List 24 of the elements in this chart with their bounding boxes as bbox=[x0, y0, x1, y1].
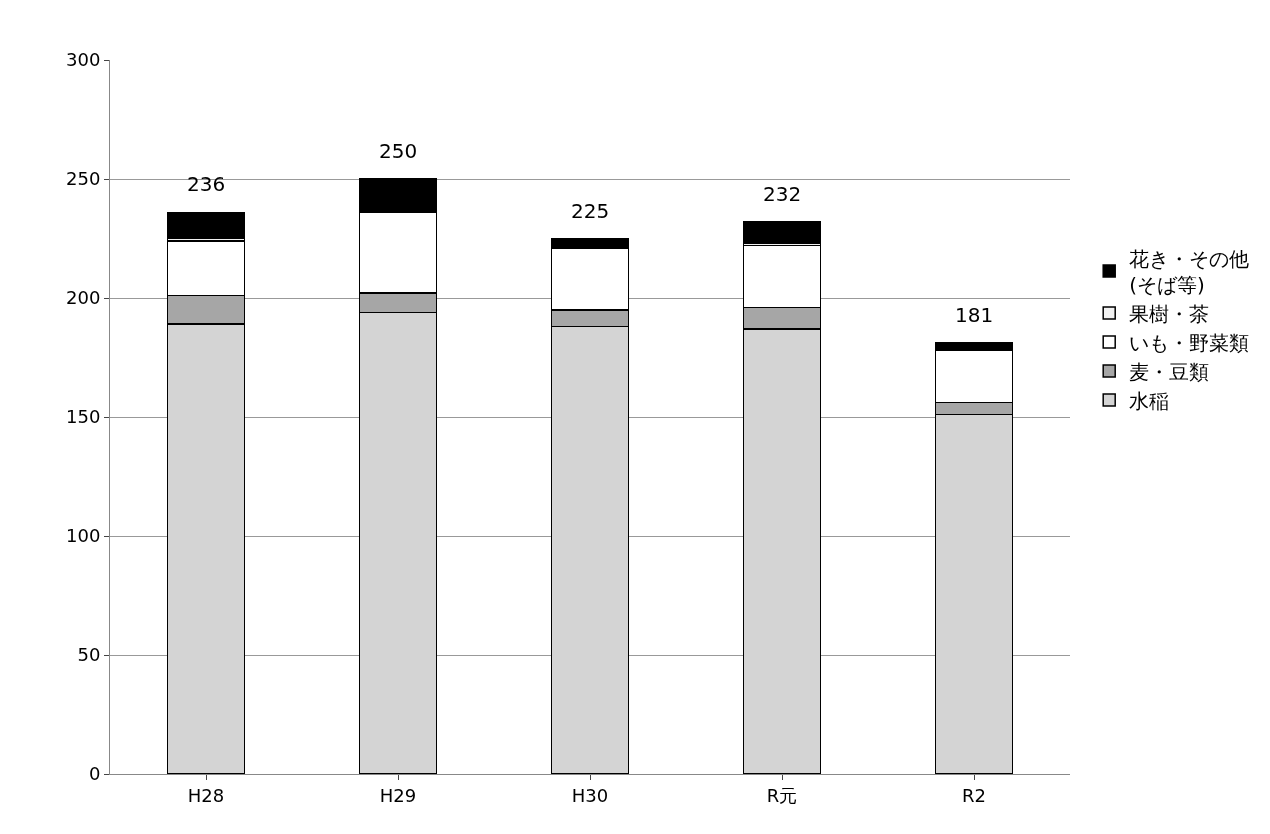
y-tick-label: 150 bbox=[66, 406, 101, 428]
y-tick-label: 100 bbox=[66, 525, 101, 547]
y-tick-label: 200 bbox=[66, 287, 101, 309]
legend-label: 果樹・茶 bbox=[1129, 301, 1210, 326]
y-tick-label: 50 bbox=[77, 644, 101, 666]
x-tick-label: H29 bbox=[379, 784, 417, 806]
x-tick-label: R元 bbox=[766, 784, 798, 806]
x-tick-label: R2 bbox=[962, 784, 986, 806]
total-label: 250 bbox=[379, 139, 418, 163]
total-label: 225 bbox=[571, 199, 610, 223]
y-tick-label: 250 bbox=[66, 168, 101, 190]
y-tick-label: 300 bbox=[66, 49, 101, 71]
x-tick-label: H30 bbox=[571, 784, 609, 806]
total-label: 236 bbox=[187, 172, 226, 196]
legend-label: 麦・豆類 bbox=[1129, 359, 1210, 384]
legend-label: いも・野菜類 bbox=[1129, 330, 1250, 355]
bar bbox=[166, 211, 246, 240]
total-label: 181 bbox=[955, 303, 994, 327]
total-label: 232 bbox=[763, 182, 802, 206]
y-tick-label: 0 bbox=[88, 763, 101, 785]
legend-label: 水稲 bbox=[1129, 388, 1170, 413]
bar bbox=[742, 221, 822, 245]
x-tick-label: H28 bbox=[187, 784, 225, 806]
legend-label: 花き・その他 (そば等) bbox=[1129, 246, 1250, 297]
